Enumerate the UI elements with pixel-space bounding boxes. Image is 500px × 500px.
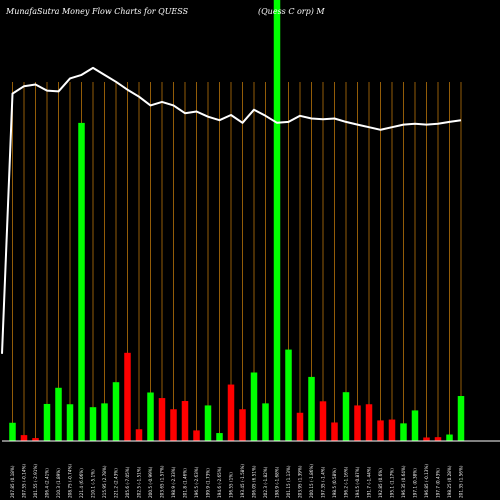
x-tick-label: 194.5 (-0.87%) [355,466,360,498]
x-tick-label: 202.3 (-1.82%) [263,466,268,498]
x-tick-label: 192.85 (0.6%) [378,468,383,498]
bar [43,403,51,441]
x-tick-label: 207.55 (-0.14%) [22,464,27,498]
x-tick-label: 200.5 (-0.99%) [148,466,153,498]
bar [181,401,189,441]
bar [365,404,373,441]
x-tick-label: 196.85 (-0.13%) [424,464,429,498]
bar [55,387,62,441]
x-tick-label: 205.6 (-7.05%) [125,466,130,498]
bar [66,404,74,441]
bar [112,382,120,441]
bar [147,392,154,441]
x-tick-label: 203.65 (1.57%) [160,465,165,498]
x-tick-label: 193.45 (-1.58%) [240,464,245,498]
bar [331,422,338,441]
x-tick-label: 196.5 (-2.63%) [194,466,199,498]
x-tick-label: 201.55 (-2.91%) [33,464,38,498]
bar [296,412,304,441]
grid-lines [12,82,462,441]
bar [135,429,143,441]
price-line [1,66,462,354]
x-tick-label: 221.2 (2.43%) [114,468,119,498]
x-tick-label: 221.4 (6.06%) [79,468,84,498]
bar [216,433,223,441]
bar [32,438,39,441]
bar [354,405,361,441]
bar [319,401,327,441]
chart-title-left: MunafaSutra Money Flow Charts for QUESS [5,7,189,16]
bar [204,405,212,441]
bar [20,435,28,441]
x-tick-label: 203.95 (1.39%) [298,465,303,498]
bar [400,423,407,441]
bar [193,430,200,441]
x-tick-label: 198.5 (0.58%) [332,468,337,498]
x-tick-label: 196.2 (-1.16%) [344,466,349,498]
chart-title-right: (Quess C orp) M [258,7,325,16]
bars-group [9,0,465,441]
bar [250,372,258,441]
x-tick-label: 198.9 (-1.68%) [275,466,280,498]
bar [434,437,442,441]
bar [446,434,453,441]
bar [377,420,384,441]
bar [457,396,465,441]
x-tick-label: 206.05 (6.51%) [252,465,257,498]
x-tick-label: 215.95 (2.78%) [102,465,107,498]
x-tick-label: 195.1 (1.17%) [390,468,395,498]
x-tick-label: 199.9 (1.73%) [206,468,211,498]
bar [9,422,16,441]
x-tick-label: 198.25 (0.28%) [447,465,452,498]
x-tick-label: 197.1 (0.38%) [413,468,418,498]
bar [89,407,97,441]
bar [273,0,281,441]
bar [158,398,166,441]
bar [239,409,246,441]
x-tick-label: 191.7 (-1.44%) [367,466,372,498]
bar [101,403,108,441]
x-tick-label: 201.15 (1.13%) [286,465,291,498]
x-tick-label: 201.8 (1.46%) [183,468,188,498]
bar [78,122,85,441]
x-tick-label: 201.35 (1.56%) [459,465,464,498]
x-tick-label: 198.9 (-2.33%) [171,466,176,498]
x-tick-label: 210.3 (1.89%) [56,468,61,498]
x-tick-label: 197.35 (-1.4%) [321,466,326,498]
x-tick-label: 200.15 (-1.86%) [309,464,314,498]
bar [170,409,177,441]
bar [285,349,292,441]
x-tick-labels: 207.85 (0.18%) 207.55 (-0.14%) 201.55 (-2.… [10,464,464,498]
bar [423,437,430,441]
x-tick-label: 196.55 (1%) [229,472,234,498]
bar [342,392,350,441]
x-tick-label: 202.5 (-1.51%) [137,466,142,498]
x-tick-label: 196.35 (0.64%) [401,465,406,498]
x-tick-label: 194.6 (-2.65%) [217,466,222,498]
x-tick-label: 197.7 (0.43%) [436,468,441,498]
bar [388,419,396,441]
x-tick-label: 206.4 (2.41%) [45,468,50,498]
x-tick-label: 207.85 (0.18%) [10,465,15,498]
bar [411,410,419,441]
bar [124,352,131,441]
bar [262,403,269,441]
bar [308,376,315,441]
bar [227,384,235,441]
x-tick-label: 210.1 (-5.1%) [91,469,96,498]
x-tick-label: 208.75 (-0.74%) [68,464,73,498]
